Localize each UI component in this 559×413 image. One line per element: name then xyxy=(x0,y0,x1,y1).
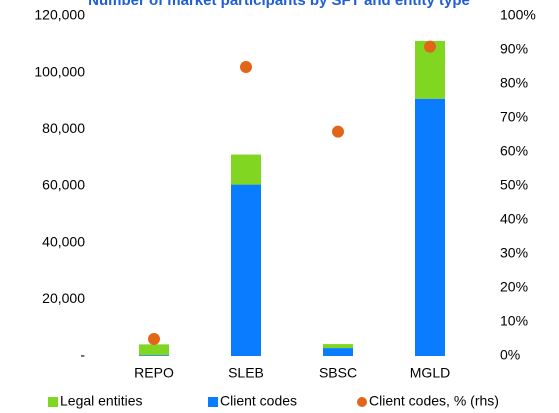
y2-tick-label: 40% xyxy=(500,211,528,227)
marker xyxy=(148,333,160,345)
y-tick-label: 100,000 xyxy=(34,63,85,79)
bar-segment xyxy=(323,344,353,349)
y2-tick-label: 30% xyxy=(500,245,528,261)
legend-label: Client codes xyxy=(220,393,297,409)
bar-segment xyxy=(323,348,353,356)
bar-segment xyxy=(139,344,169,356)
y-tick-label: 60,000 xyxy=(42,177,85,193)
bar-segment xyxy=(231,184,261,356)
bar-segment xyxy=(415,98,445,356)
y2-tick-label: 20% xyxy=(500,279,528,295)
y2-tick-label: 10% xyxy=(500,313,528,329)
chart-title: Number of market participants by SFT and… xyxy=(88,0,470,9)
legend-label: Client codes, % (rhs) xyxy=(369,393,499,409)
marker xyxy=(424,40,436,53)
legend-swatch xyxy=(208,397,218,407)
x-tick-label: MGLD xyxy=(410,365,450,381)
marker xyxy=(332,125,344,138)
y2-tick-label: 100% xyxy=(500,7,536,23)
y2-tick-label: 70% xyxy=(500,109,528,125)
y-tick-label: 120,000 xyxy=(34,7,85,23)
y2-tick-label: 0% xyxy=(500,347,520,363)
bar-segment xyxy=(139,355,169,356)
legend-swatch xyxy=(48,397,58,407)
x-tick-label: REPO xyxy=(134,365,174,381)
y2-tick-label: 60% xyxy=(500,143,528,159)
y-tick-label: - xyxy=(80,347,85,363)
y-tick-label: 20,000 xyxy=(42,290,85,306)
x-tick-label: SLEB xyxy=(228,365,264,381)
legend-label: Legal entities xyxy=(60,393,143,409)
marker xyxy=(240,61,252,73)
bar-segment xyxy=(231,154,261,185)
legend-marker xyxy=(357,397,367,407)
y2-tick-label: 50% xyxy=(500,177,528,193)
y-tick-label: 40,000 xyxy=(42,233,85,249)
y2-tick-label: 90% xyxy=(500,41,528,57)
x-tick-label: SBSC xyxy=(319,365,357,381)
y-tick-label: 80,000 xyxy=(42,120,85,136)
y2-tick-label: 80% xyxy=(500,75,528,91)
